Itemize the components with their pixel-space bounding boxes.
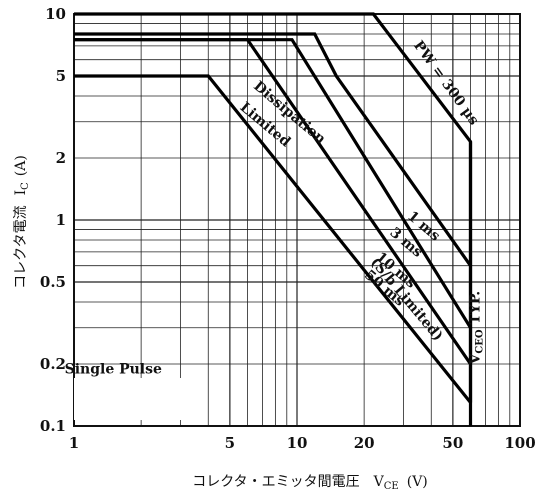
x-tick-label: 1 (69, 434, 79, 452)
y-tick-label: 0.2 (40, 355, 66, 373)
x-tick-label: 10 (287, 434, 308, 452)
series-lines (74, 12, 473, 426)
series-line-4 (74, 74, 472, 404)
annotation-label: PW = 300 μs (410, 38, 482, 128)
y-tick-label: 1 (56, 211, 66, 229)
y-tick-label: 0.1 (40, 417, 66, 435)
y-axis-label: コレクタ電流IC(A) (13, 155, 31, 289)
y-tick-label: 0.5 (40, 273, 66, 291)
tick-labels: 1 5 10 20 50 100 0.1 0.2 0.5 1 2 5 10 (40, 5, 536, 452)
x-axis-label: コレクタ・エミッタ間電圧 VCE (V) (192, 474, 428, 492)
annotation-label: Single Pulse (65, 361, 162, 377)
y-tick-label: 5 (56, 67, 66, 85)
x-tick-label: 20 (354, 434, 375, 452)
y-tick-label: 10 (45, 5, 66, 23)
x-tick-label: 50 (442, 434, 463, 452)
x-tick-label: 5 (225, 434, 235, 452)
annotation-label: VCEOTYP. (468, 291, 486, 366)
x-tick-label: 100 (504, 434, 535, 452)
y-tick-label: 2 (56, 149, 66, 167)
single-pulse-box (74, 378, 206, 420)
